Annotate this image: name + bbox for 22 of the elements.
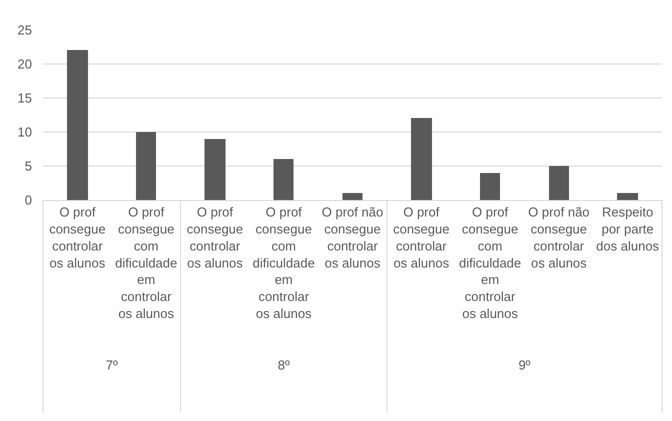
y-tick-label: 5 xyxy=(24,158,32,174)
x-axis-title: 9º xyxy=(518,358,531,373)
x-tick-label: O prof consegue controlar os alunos xyxy=(186,204,244,270)
bar xyxy=(480,173,500,200)
x-axis-title: 7º xyxy=(106,358,118,373)
x-tick-label: O prof consegue com dificuldade em controlar os alunos xyxy=(458,204,522,321)
x-tick-label: O prof consegue com dificuldade em controlar os alunos xyxy=(115,204,178,321)
x-tick-label: O prof consegue controlar os alunos xyxy=(49,204,106,270)
y-tick-label: 10 xyxy=(18,124,32,140)
bar xyxy=(616,193,638,200)
y-tick-label: 0 xyxy=(24,192,32,208)
x-tick-label: O prof consegue controlar os alunos xyxy=(393,204,450,270)
x-tick-label: O prof não consegue controlar os alunos xyxy=(322,204,384,270)
x-tick-label: O prof não consegue controlar os alunos xyxy=(528,204,590,270)
x-tick-label: Respeito por parte dos alunos xyxy=(596,204,660,254)
y-tick-label: 15 xyxy=(18,90,32,106)
bar xyxy=(548,166,569,200)
x-tick-label: O prof consegue com dificuldade em controlar os alunos xyxy=(252,204,315,321)
y-tick-label: 20 xyxy=(18,56,32,72)
y-tick-label: 25 xyxy=(18,22,32,38)
x-axis-title: 8º xyxy=(278,358,290,373)
bar xyxy=(410,118,432,200)
